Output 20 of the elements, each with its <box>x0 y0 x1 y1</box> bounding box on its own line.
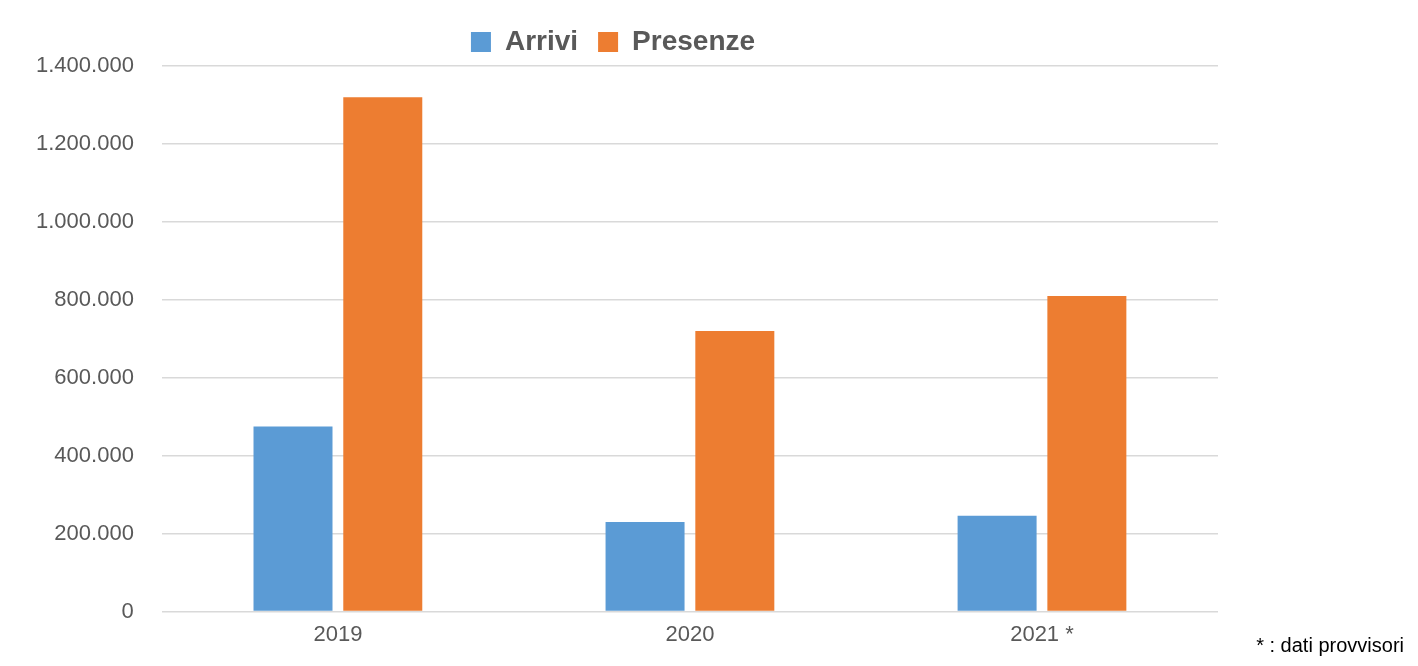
y-tick-label: 1.400.000 <box>36 52 134 78</box>
x-tick-label: 2020 <box>665 620 715 646</box>
bar <box>605 521 685 611</box>
y-tick-label: 400.000 <box>54 441 134 467</box>
x-tick-label: 2019 <box>313 620 363 646</box>
bar <box>695 331 775 611</box>
bar <box>253 426 333 611</box>
x-tick-label: 2021 * <box>1010 620 1075 646</box>
y-tick-label: 0 <box>121 597 134 623</box>
y-tick-label: 200.000 <box>54 519 134 545</box>
legend-label: Arrivi <box>504 24 579 56</box>
y-tick-label: 600.000 <box>54 363 134 389</box>
bar <box>343 97 423 611</box>
bar <box>1047 295 1127 611</box>
y-tick-label: 1.200.000 <box>36 130 134 156</box>
legend-label: Presenze <box>632 24 756 56</box>
bar <box>957 515 1037 611</box>
y-tick-label: 800.000 <box>54 285 134 311</box>
y-tick-label: 1.000.000 <box>36 207 134 233</box>
text: * : dati provvisori <box>1256 633 1404 656</box>
